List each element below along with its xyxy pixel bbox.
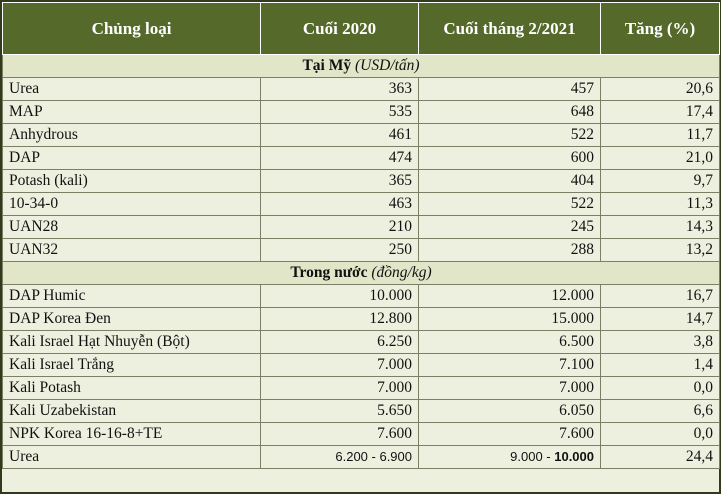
price-2021: 288: [418, 238, 601, 262]
table-row: Kali Israel Hạt Nhuyễn (Bột) 6.250 6.500…: [2, 330, 720, 354]
product-name: UAN32: [2, 238, 261, 262]
increase-percent: 21,0: [600, 146, 720, 170]
product-name: Kali Uzabekistan: [2, 399, 261, 423]
product-name: Potash (kali): [2, 169, 261, 193]
increase-percent: 0,0: [600, 422, 720, 446]
increase-percent: 11,3: [600, 192, 720, 216]
price-2021: 6.500: [418, 330, 601, 354]
table-row: Kali Uzabekistan 5.650 6.050 6,6: [2, 399, 720, 423]
price-2020: 10.000: [260, 284, 419, 308]
table-row: DAP 474 600 21,0: [2, 146, 720, 170]
price-2021: 404: [418, 169, 601, 193]
section-title-us: Tại Mỹ (USD/tấn): [2, 54, 720, 78]
section-title-domestic: Trong nước (đồng/kg): [2, 261, 720, 285]
price-2020: 461: [260, 123, 419, 147]
price-2020: 12.800: [260, 307, 419, 331]
increase-percent: 14,3: [600, 215, 720, 239]
increase-percent: 11,7: [600, 123, 720, 147]
price-2021: 522: [418, 123, 601, 147]
header-end-2020: Cuối 2020: [260, 2, 419, 55]
product-name: MAP: [2, 100, 261, 124]
increase-percent: 9,7: [600, 169, 720, 193]
price-2020: 6.250: [260, 330, 419, 354]
price-2020: 463: [260, 192, 419, 216]
increase-percent: 3,8: [600, 330, 720, 354]
price-2020: 7.000: [260, 353, 419, 377]
price-2020: 7.000: [260, 376, 419, 400]
price-2021: 245: [418, 215, 601, 239]
price-2020: 474: [260, 146, 419, 170]
section-unit: (USD/tấn): [354, 57, 420, 74]
price-2020: 7.600: [260, 422, 419, 446]
increase-percent: 14,7: [600, 307, 720, 331]
product-name: UAN28: [2, 215, 261, 239]
table-row: Urea 363 457 20,6: [2, 77, 720, 101]
increase-percent: 20,6: [600, 77, 720, 101]
price-2021: 457: [418, 77, 601, 101]
table-row: Kali Israel Trắng 7.000 7.100 1,4: [2, 353, 720, 377]
product-name: DAP Korea Đen: [2, 307, 261, 331]
price-2020: 6.200 - 6.900: [260, 445, 419, 469]
table-row: Potash (kali) 365 404 9,7: [2, 169, 720, 193]
price-2021: 7.100: [418, 353, 601, 377]
table-row-urea-domestic: Urea 6.200 - 6.900 9.000 - 10.000 24,4: [2, 445, 720, 469]
price-2021: 600: [418, 146, 601, 170]
price-2021: 6.050: [418, 399, 601, 423]
product-name: Kali Israel Hạt Nhuyễn (Bột): [2, 330, 261, 354]
product-name: Kali Potash: [2, 376, 261, 400]
section-title: Tại Mỹ: [302, 57, 352, 74]
section-title: Trong nước: [290, 264, 368, 281]
table-row: UAN32 250 288 13,2: [2, 238, 720, 262]
table-row: 10-34-0 463 522 11,3: [2, 192, 720, 216]
section-row-domestic: Trong nước (đồng/kg): [2, 261, 720, 285]
price-2020: 250: [260, 238, 419, 262]
section-row-us: Tại Mỹ (USD/tấn): [2, 54, 720, 78]
product-name: Urea: [2, 445, 261, 469]
header-increase-percent: Tăng (%): [600, 2, 720, 55]
table-row: DAP Humic 10.000 12.000 16,7: [2, 284, 720, 308]
price-2021: 7.000: [418, 376, 601, 400]
product-name: Anhydrous: [2, 123, 261, 147]
header-end-feb-2021: Cuối tháng 2/2021: [418, 2, 601, 55]
table-row: Kali Potash 7.000 7.000 0,0: [2, 376, 720, 400]
increase-percent: 24,4: [600, 445, 720, 469]
increase-percent: 1,4: [600, 353, 720, 377]
price-2020: 535: [260, 100, 419, 124]
table-row: DAP Korea Đen 12.800 15.000 14,7: [2, 307, 720, 331]
header-product-type: Chủng loại: [2, 2, 261, 55]
price-2020: 365: [260, 169, 419, 193]
price-2020: 363: [260, 77, 419, 101]
fertilizer-price-table: Chủng loại Cuối 2020 Cuối tháng 2/2021 T…: [2, 2, 720, 469]
header-row: Chủng loại Cuối 2020 Cuối tháng 2/2021 T…: [2, 2, 720, 55]
price-2021: 522: [418, 192, 601, 216]
product-name: Kali Israel Trắng: [2, 353, 261, 377]
price-2021: 15.000: [418, 307, 601, 331]
section-unit: (đồng/kg): [371, 264, 432, 281]
price-2020: 5.650: [260, 399, 419, 423]
price-2021: 9.000 - 10.000: [418, 445, 601, 469]
price-2020: 210: [260, 215, 419, 239]
price-2021: 7.600: [418, 422, 601, 446]
increase-percent: 17,4: [600, 100, 720, 124]
price-2021-low: 9.000 -: [510, 449, 555, 464]
increase-percent: 16,7: [600, 284, 720, 308]
price-2021-high: 10.000: [554, 449, 594, 464]
increase-percent: 6,6: [600, 399, 720, 423]
table-row: MAP 535 648 17,4: [2, 100, 720, 124]
increase-percent: 0,0: [600, 376, 720, 400]
table-row: UAN28 210 245 14,3: [2, 215, 720, 239]
product-name: 10-34-0: [2, 192, 261, 216]
price-2021: 12.000: [418, 284, 601, 308]
table-row: Anhydrous 461 522 11,7: [2, 123, 720, 147]
product-name: Urea: [2, 77, 261, 101]
price-2021: 648: [418, 100, 601, 124]
table-row: NPK Korea 16-16-8+TE 7.600 7.600 0,0: [2, 422, 720, 446]
product-name: DAP Humic: [2, 284, 261, 308]
increase-percent: 13,2: [600, 238, 720, 262]
product-name: NPK Korea 16-16-8+TE: [2, 422, 261, 446]
product-name: DAP: [2, 146, 261, 170]
